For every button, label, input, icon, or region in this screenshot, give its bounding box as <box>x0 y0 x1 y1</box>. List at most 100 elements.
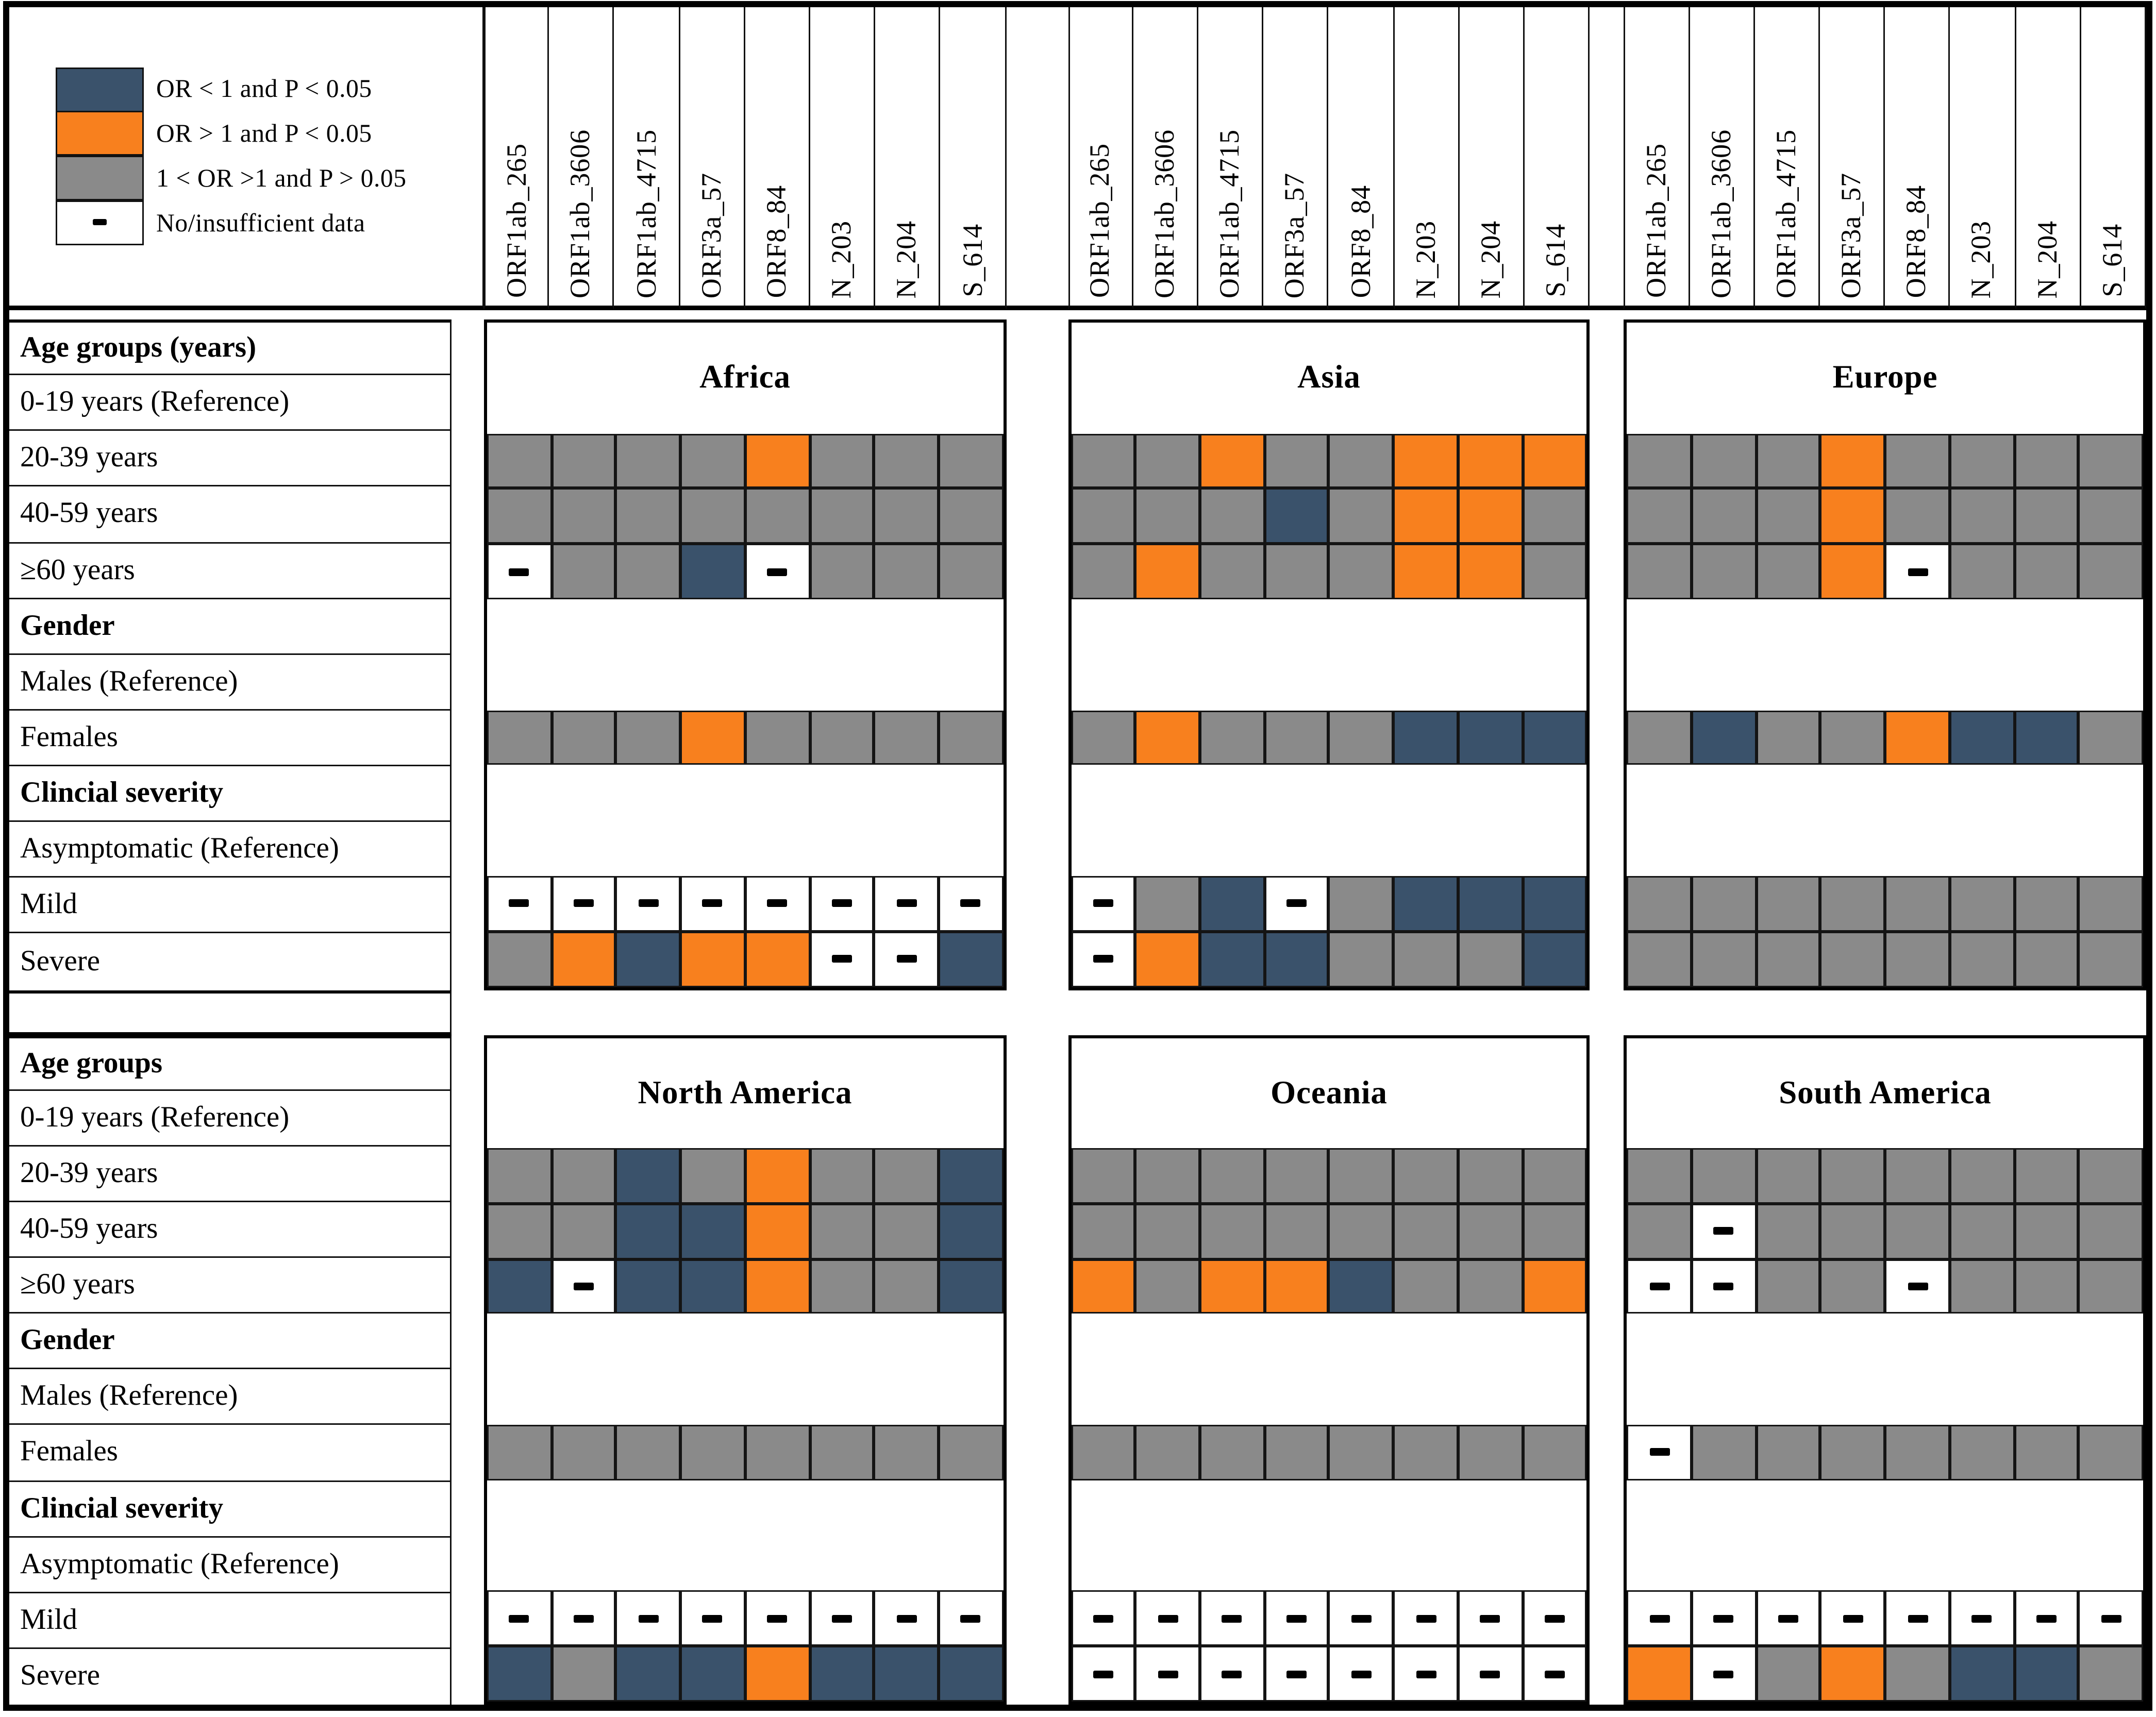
heatmap-cell <box>551 931 616 987</box>
heatmap-cell <box>745 1646 810 1702</box>
heatmap-cell <box>487 710 552 765</box>
heatmap-cell <box>1264 931 1329 987</box>
heatmap-cell <box>1264 544 1329 599</box>
heatmap-cell <box>1458 1258 1523 1315</box>
column-header-label: ORF3a_57 <box>695 172 727 298</box>
heatmap-cell <box>1820 544 1885 599</box>
heatmap-cell <box>1522 1646 1587 1702</box>
heatmap-cell <box>1756 1591 1821 1646</box>
heatmap-cell <box>551 489 616 544</box>
heatmap-cell <box>1692 489 1757 544</box>
heatmap-cell <box>1949 876 2014 932</box>
no-data-dash <box>1649 1614 1670 1623</box>
heatmap-cell <box>1820 1203 1885 1259</box>
heatmap-cell <box>1071 433 1136 489</box>
heatmap-cell <box>2014 1425 2079 1480</box>
no-data-dash <box>1714 1670 1734 1678</box>
heatmap-cell <box>1522 544 1587 599</box>
heatmap-cell <box>1756 544 1821 599</box>
heatmap-cell <box>1135 931 1200 987</box>
heatmap-cell <box>1522 1148 1587 1204</box>
heatmap-cell <box>1949 1646 2014 1702</box>
heatmap-cell <box>1756 1148 1821 1204</box>
no-data-dash <box>638 1614 659 1623</box>
heatmap-cell <box>1692 876 1757 932</box>
column-header-label: ORF1ab_265 <box>1640 143 1672 298</box>
heatmap-cell <box>551 876 616 932</box>
row-label: Mild <box>9 878 452 934</box>
heatmap-cell <box>487 489 552 544</box>
row-label: 0-19 years (Reference) <box>9 1090 452 1147</box>
heatmap-cell <box>1627 1646 1692 1702</box>
panel-south-america: South America <box>1624 1034 2146 1705</box>
heatmap-cell <box>551 1203 616 1259</box>
no-data-dash <box>831 899 852 907</box>
heatmap-cell <box>874 1148 939 1204</box>
no-data-dash <box>1158 1670 1178 1678</box>
column-header: ORF8_84 <box>1885 7 1951 310</box>
heatmap-cell <box>551 433 616 489</box>
no-data-dash <box>574 1614 594 1623</box>
no-data-dash <box>1907 567 1928 576</box>
heatmap-cell <box>1200 931 1265 987</box>
heatmap-cell <box>1820 1591 1885 1646</box>
heatmap-cell <box>2078 931 2143 987</box>
heatmap-cell <box>1756 489 1821 544</box>
header-gap <box>1590 7 1624 310</box>
column-header: ORF1ab_3606 <box>1133 7 1199 310</box>
column-header: ORF1ab_3606 <box>1689 7 1755 310</box>
heatmap-cell <box>616 1591 681 1646</box>
panel-title: Europe <box>1832 358 1938 396</box>
heatmap-cell <box>1200 544 1265 599</box>
heatmap-cell <box>616 1258 681 1315</box>
heatmap-cell <box>1627 876 1692 932</box>
row-label: Clincial severity <box>9 766 452 822</box>
heatmap-cell <box>1885 1591 1950 1646</box>
heatmap-cell <box>1071 544 1136 599</box>
heatmap-cell <box>1885 1425 1950 1480</box>
heatmap-cell <box>1820 876 1885 932</box>
heatmap-cell <box>2014 489 2079 544</box>
heatmap-cell <box>1071 1148 1136 1204</box>
legend-label: OR < 1 and P < 0.05 <box>156 74 372 103</box>
heatmap-cell <box>809 1258 874 1315</box>
heatmap-cell <box>745 433 810 489</box>
heatmap-cell <box>2078 433 2143 489</box>
heatmap-cell <box>745 489 810 544</box>
no-data-dash <box>1778 1614 1799 1623</box>
no-data-dash <box>1714 1227 1734 1235</box>
heatmap-cell <box>1627 931 1692 987</box>
panel-title: Asia <box>1297 358 1361 396</box>
no-data-dash <box>1415 1614 1436 1623</box>
heatmap-cell <box>551 1258 616 1315</box>
heatmap-cell <box>680 1591 745 1646</box>
heatmap-cell <box>1522 433 1587 489</box>
heatmap-cell <box>938 544 1003 599</box>
column-header-label: ORF1ab_4715 <box>1770 129 1801 298</box>
heatmap-cell <box>1264 876 1329 932</box>
heatmap-cell <box>938 489 1003 544</box>
heatmap-cell <box>2014 931 2079 987</box>
heatmap-cell <box>1264 489 1329 544</box>
heatmap-cell <box>874 1258 939 1315</box>
heatmap-cell <box>487 1646 552 1702</box>
column-header: N_203 <box>810 7 876 310</box>
heatmap-cell <box>938 433 1003 489</box>
heatmap-cell <box>809 710 874 765</box>
heatmap-cell <box>2078 1591 2143 1646</box>
heatmap-cell <box>1885 1646 1950 1702</box>
column-header-label: ORF3a_57 <box>1835 172 1867 298</box>
heatmap-cell <box>938 931 1003 987</box>
heatmap-cell <box>616 876 681 932</box>
heatmap-cell <box>487 1203 552 1259</box>
heatmap-cell <box>1627 489 1692 544</box>
heatmap-cell <box>2078 1148 2143 1204</box>
no-data-dash <box>896 955 916 963</box>
heatmap-cell <box>938 1203 1003 1259</box>
heatmap-cell <box>1329 1425 1394 1480</box>
heatmap-cell <box>616 931 681 987</box>
heatmap-cell <box>1071 876 1136 932</box>
heatmap-cell <box>487 876 552 932</box>
heatmap-cell <box>938 1148 1003 1204</box>
